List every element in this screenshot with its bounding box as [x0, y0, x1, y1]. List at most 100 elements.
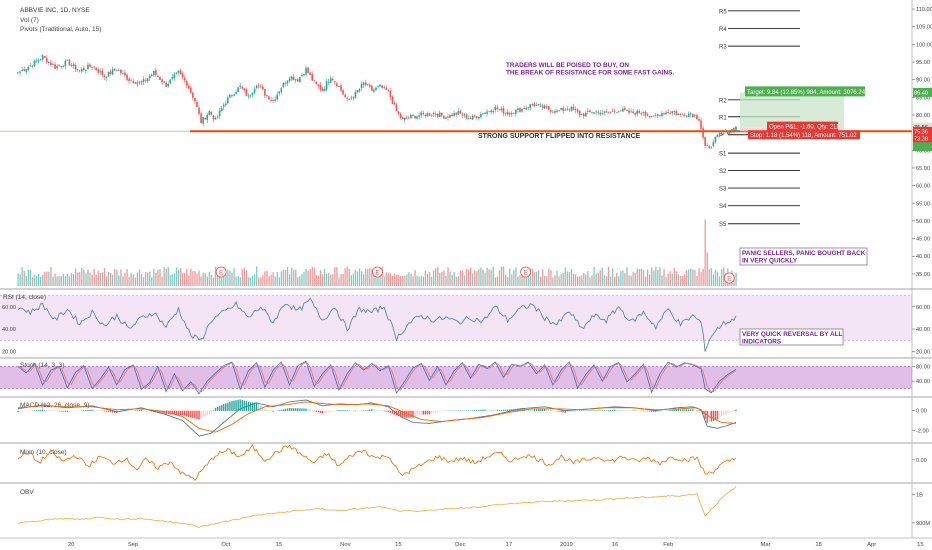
candle-body [109, 71, 112, 74]
volume-bar [186, 268, 188, 286]
candle-body [443, 115, 445, 119]
macd-hist-bar [375, 409, 377, 411]
volume-bar [480, 267, 482, 286]
vol-label: Vol (7) [20, 17, 39, 24]
volume-bar [636, 268, 638, 286]
candle-body [27, 67, 30, 71]
candle-body [352, 97, 355, 99]
volume-bar [572, 273, 575, 286]
macd-hist-bar [266, 409, 268, 411]
volume-bar [256, 266, 258, 286]
candle-body [165, 82, 167, 87]
macd-hist-bar [558, 410, 560, 412]
volume-bar [548, 268, 550, 286]
x-tick-label: Feb [663, 542, 673, 548]
candle-body [471, 115, 474, 120]
candle-body [187, 86, 190, 89]
candle-body [74, 65, 77, 70]
volume-bar [31, 277, 34, 286]
volume-bar [23, 270, 25, 286]
candle-body [560, 107, 562, 110]
volume-bar [591, 275, 593, 286]
volume-bar [288, 274, 291, 286]
candle-body [617, 111, 620, 113]
volume-bar [564, 267, 566, 286]
candle-body [576, 109, 579, 112]
candle-body [354, 91, 357, 98]
candle-body [268, 96, 270, 100]
candle-body [691, 114, 694, 117]
obv-panel: OBV [17, 485, 737, 529]
macd-hist-bar [157, 410, 159, 413]
candle-body [177, 70, 180, 73]
volume-bar [313, 267, 315, 286]
candle-body [286, 80, 289, 84]
candle-body [539, 104, 542, 106]
candle-body [202, 117, 204, 124]
candle-body [566, 109, 569, 111]
price-tick-label: 50.00 [916, 219, 930, 225]
candle-body [484, 112, 486, 114]
candle-body [714, 136, 717, 143]
volume-bar [122, 276, 124, 286]
volume-bar [354, 269, 357, 286]
candle-body [292, 76, 295, 80]
volume-bar [498, 270, 501, 286]
macd-hist-bar [593, 410, 595, 411]
volume-bar [430, 276, 433, 286]
candle-body [663, 113, 665, 115]
macd-hist-bar [725, 410, 727, 415]
candle-body [290, 76, 293, 80]
macd-hist-bar [502, 409, 505, 411]
macd-hist-bar [426, 410, 429, 415]
macd-hist-bar [89, 409, 91, 411]
macd-hist-bar [729, 410, 731, 413]
volume-bar [60, 275, 62, 286]
price-badge [913, 126, 932, 136]
price-badge-label: 73.38 [914, 136, 928, 142]
pivots-label: Pivots (Traditional, Auto, 15) [20, 26, 101, 33]
candle-body [529, 104, 532, 109]
candle-body [76, 69, 79, 71]
volume-bar [346, 266, 348, 286]
volume-bar [272, 272, 274, 286]
volume-bar [554, 275, 556, 286]
macd-hist-bar [371, 409, 373, 411]
macd-hist-bar [607, 410, 610, 411]
macd-hist-bar [570, 410, 573, 412]
candle-body [167, 84, 169, 87]
volume-bar [352, 273, 355, 286]
rsi-left-tick-label: 40.00 [2, 327, 16, 333]
candle-body [52, 64, 54, 65]
macd-hist-bar [591, 410, 593, 411]
candle-body [406, 117, 408, 119]
volume-bar [297, 277, 299, 286]
macd-hist-bar [255, 402, 258, 411]
volume-bar [562, 272, 564, 286]
volume-bar [583, 273, 585, 286]
candle-body [301, 74, 303, 77]
macd-hist-bar [109, 410, 112, 413]
candle-body [545, 106, 548, 108]
candle-body [591, 112, 593, 114]
volume-bar [89, 272, 91, 286]
earnings-marker-label: E [375, 270, 379, 276]
volume-bar [391, 275, 394, 286]
candle-body [657, 114, 659, 116]
macd-hist-bar [60, 410, 62, 412]
macd-hist-bar [424, 410, 427, 415]
macd-hist-bar [346, 410, 348, 411]
macd-hist-bar [560, 410, 562, 413]
annotation-text-panic: PANIC SELLERS, PANIC BOUGHT BACK [742, 250, 866, 257]
volume-bar [439, 273, 441, 286]
candle-body [412, 115, 414, 117]
candle-body [323, 88, 326, 92]
candle-body [525, 107, 527, 110]
candle-body [634, 112, 636, 115]
macd-hist-bar [517, 408, 519, 411]
volume-bar [27, 269, 29, 286]
candle-body [416, 116, 418, 119]
volume-bar [52, 276, 54, 286]
volume-bar [68, 276, 71, 286]
